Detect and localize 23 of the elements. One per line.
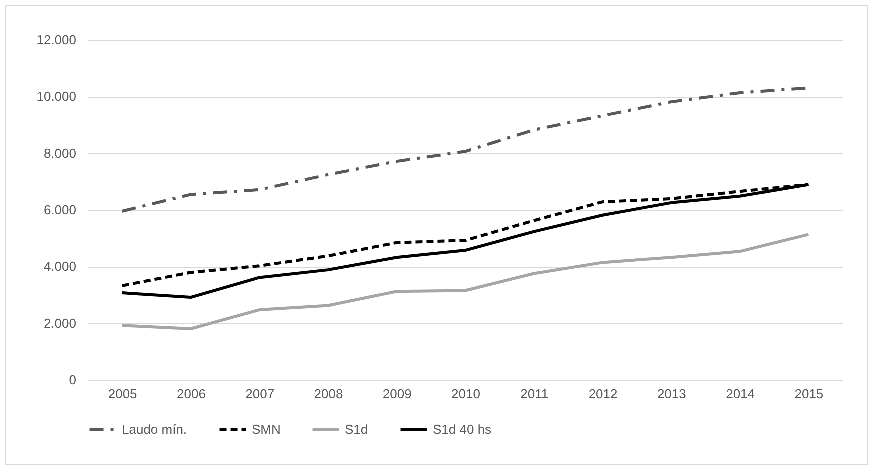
legend-label: SMN <box>252 422 281 437</box>
x-tick-label: 2006 <box>176 386 206 402</box>
y-tick-label: 10.000 <box>36 89 76 104</box>
x-tick-label: 2005 <box>108 386 138 402</box>
x-tick-label: 2010 <box>452 386 480 402</box>
legend-label: S1d <box>345 422 368 437</box>
x-tick-label: 2015 <box>794 386 824 402</box>
y-tick-label: 8.000 <box>44 146 76 161</box>
x-tick-label: 2009 <box>382 386 412 402</box>
y-tick-label: 6.000 <box>44 202 76 218</box>
y-tick-label: 4.000 <box>44 259 76 274</box>
x-tick-label: 2011 <box>520 386 549 402</box>
y-tick-label: 0 <box>69 372 76 388</box>
legend-label: Laudo mín. <box>122 422 188 437</box>
x-tick-label: 2008 <box>314 386 344 402</box>
x-tick-label: 2014 <box>726 386 756 402</box>
x-tick-label: 2007 <box>246 386 275 402</box>
line-series <box>120 233 810 330</box>
legend-label: S1d 40 hs <box>433 422 492 437</box>
y-tick-label: 12.000 <box>36 32 76 48</box>
x-tick-label: 2012 <box>588 386 618 402</box>
y-tick-label: 2.000 <box>44 316 76 331</box>
x-tick-label: 2013 <box>657 386 686 402</box>
